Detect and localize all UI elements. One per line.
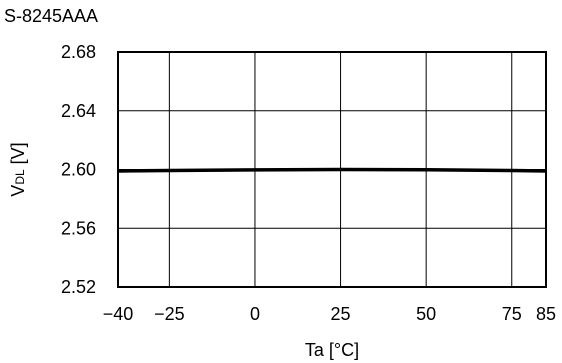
chart-title: S-8245AAA	[4, 6, 98, 26]
x-tick-label: 25	[331, 304, 351, 324]
x-axis-label: Ta [°C]	[305, 340, 359, 360]
x-tick-label: −25	[154, 304, 185, 324]
series-line-0	[117, 167, 547, 173]
x-tick-label: −40	[103, 304, 134, 324]
y-axis-label: VDL [V]	[8, 142, 28, 196]
y-tick-labels: 2.52 2.56 2.60 2.64 2.68	[61, 42, 96, 297]
y-tick-label: 2.60	[61, 160, 96, 180]
x-tick-label: 85	[536, 304, 556, 324]
y-tick-label: 2.68	[61, 42, 96, 62]
y-tick-label: 2.56	[61, 218, 96, 238]
x-tick-label: 50	[416, 304, 436, 324]
y-axis-label-subscript: DL	[13, 169, 27, 185]
y-axis-label-unit: [V]	[8, 142, 28, 169]
y-axis-label-main: V	[8, 185, 28, 197]
x-tick-label: 0	[250, 304, 260, 324]
series-lines	[117, 167, 547, 173]
x-tick-label: 75	[502, 304, 522, 324]
y-tick-label: 2.52	[61, 277, 96, 297]
x-tick-labels: −40 −25 0 25 50 75 85	[103, 304, 556, 324]
y-tick-label: 2.64	[61, 101, 96, 121]
